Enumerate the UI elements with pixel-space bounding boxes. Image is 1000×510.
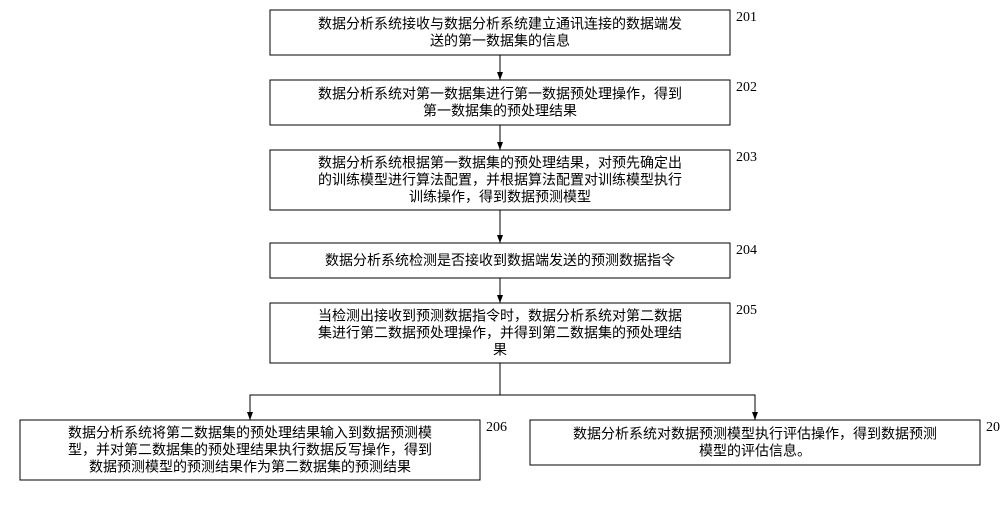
- step-number: 201: [736, 10, 757, 25]
- flow-box-204: 204 数据分析系统检测是否接收到数据端发送的预测数据指令: [270, 243, 757, 278]
- box-text-line: 数据分析系统根据第一数据集的预处理结果，对预先确定出: [318, 154, 682, 171]
- flow-box-203: 203 数据分析系统根据第一数据集的预处理结果，对预先确定出的训练模型进行算法配置…: [270, 150, 757, 210]
- step-number: 205: [736, 303, 757, 318]
- box-text-line: 模型的评估信息。: [699, 442, 811, 459]
- box-text-line: 第一数据集的预处理结果: [423, 102, 577, 119]
- step-number: 202: [736, 80, 757, 95]
- box-text-line: 当检测出接收到预测数据指令时，数据分析系统对第二数据: [318, 307, 682, 324]
- box-text-line: 训练操作，得到数据预测模型: [409, 188, 591, 205]
- flow-box-207: 207 数据分析系统对数据预测模型执行评估操作，得到数据预测模型的评估信息。: [530, 420, 1000, 465]
- flow-box-202: 202 数据分析系统对第一数据集进行第一数据预处理操作，得到第一数据集的预处理结果: [270, 80, 757, 125]
- step-number: 206: [486, 420, 507, 435]
- box-text-line: 型，并对第二数据集的预处理结果执行数据反写操作，得到: [68, 441, 432, 458]
- flow-box-205: 205 当检测出接收到预测数据指令时，数据分析系统对第二数据集进行第二数据预处理操…: [270, 303, 757, 363]
- step-number: 207: [986, 420, 1000, 435]
- flow-arrow: [500, 363, 755, 420]
- box-text-line: 数据预测模型的预测结果作为第二数据集的预测结果: [89, 458, 411, 475]
- flow-box-206: 206 数据分析系统将第二数据集的预处理结果输入到数据预测模型，并对第二数据集的预…: [20, 420, 507, 480]
- box-text-line: 数据分析系统对第一数据集进行第一数据预处理操作，得到: [318, 85, 682, 102]
- box-text-line: 数据分析系统检测是否接收到数据端发送的预测数据指令: [325, 252, 675, 269]
- flow-arrow: [250, 363, 500, 420]
- box-text-line: 集进行第二数据预处理操作，并得到第二数据集的预处理结: [318, 324, 682, 341]
- box-text-line: 数据分析系统将第二数据集的预处理结果输入到数据预测模: [68, 424, 432, 441]
- box-text-line: 数据分析系统对数据预测模型执行评估操作，得到数据预测: [573, 425, 937, 442]
- flow-box-201: 201 数据分析系统接收与数据分析系统建立通讯连接的数据端发送的第一数据集的信息: [270, 10, 757, 55]
- box-text-line: 数据分析系统接收与数据分析系统建立通讯连接的数据端发: [318, 15, 682, 32]
- box-text-line: 果: [493, 343, 507, 358]
- box-text-line: 送的第一数据集的信息: [430, 32, 570, 49]
- step-number: 203: [736, 150, 757, 165]
- box-text-line: 的训练模型进行算法配置，并根据算法配置对训练模型执行: [318, 172, 682, 188]
- step-number: 204: [736, 243, 757, 258]
